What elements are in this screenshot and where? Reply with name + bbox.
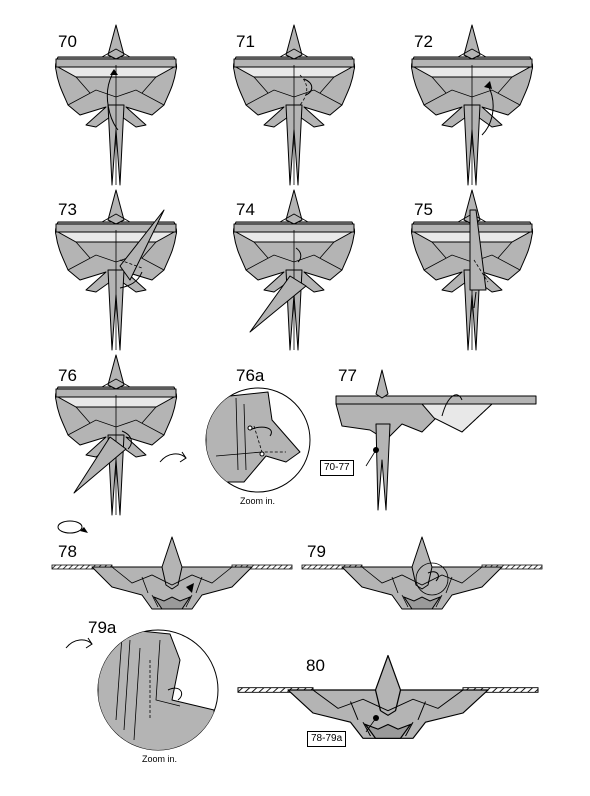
- step-number-75: 75: [414, 200, 433, 219]
- move-arrow-icon: [159, 451, 187, 463]
- reference-box-78-79a: 78-79a: [307, 731, 347, 747]
- step-number-80: 80: [306, 656, 325, 675]
- step-70-figure: [55, 24, 178, 186]
- step-72-figure: [411, 24, 534, 186]
- step-73-figure: [55, 189, 178, 351]
- step-number-77: 77: [338, 366, 357, 385]
- zoom-caption-79a: Zoom in.: [142, 754, 178, 764]
- move-arrow-icon: [65, 637, 93, 649]
- reference-box-70-77: 70-77: [320, 460, 354, 476]
- step-number-79a: 79a: [88, 618, 117, 637]
- step-80-figure: [237, 654, 539, 739]
- step-number-73: 73: [58, 200, 77, 219]
- step-number-79: 79: [307, 542, 326, 561]
- step-79a-zoom-figure: [97, 629, 219, 751]
- step-number-71: 71: [236, 32, 255, 51]
- step-74-figure: [233, 189, 356, 351]
- step-78-figure: [51, 536, 293, 610]
- step-75-figure: [411, 189, 534, 351]
- step-number-78: 78: [58, 542, 77, 561]
- turn-over-icon: [57, 520, 88, 534]
- step-76a-zoom-figure: [205, 387, 311, 493]
- step-79-figure: [301, 536, 543, 610]
- step-71-figure: [233, 24, 356, 186]
- step-number-74: 74: [236, 200, 255, 219]
- step-77-figure: [335, 369, 537, 511]
- step-76-figure: [55, 354, 178, 516]
- step-number-72: 72: [414, 32, 433, 51]
- step-number-76a: 76a: [236, 366, 265, 385]
- step-number-70: 70: [58, 32, 77, 51]
- zoom-caption-76a: Zoom in.: [240, 496, 276, 506]
- step-number-76: 76: [58, 366, 77, 385]
